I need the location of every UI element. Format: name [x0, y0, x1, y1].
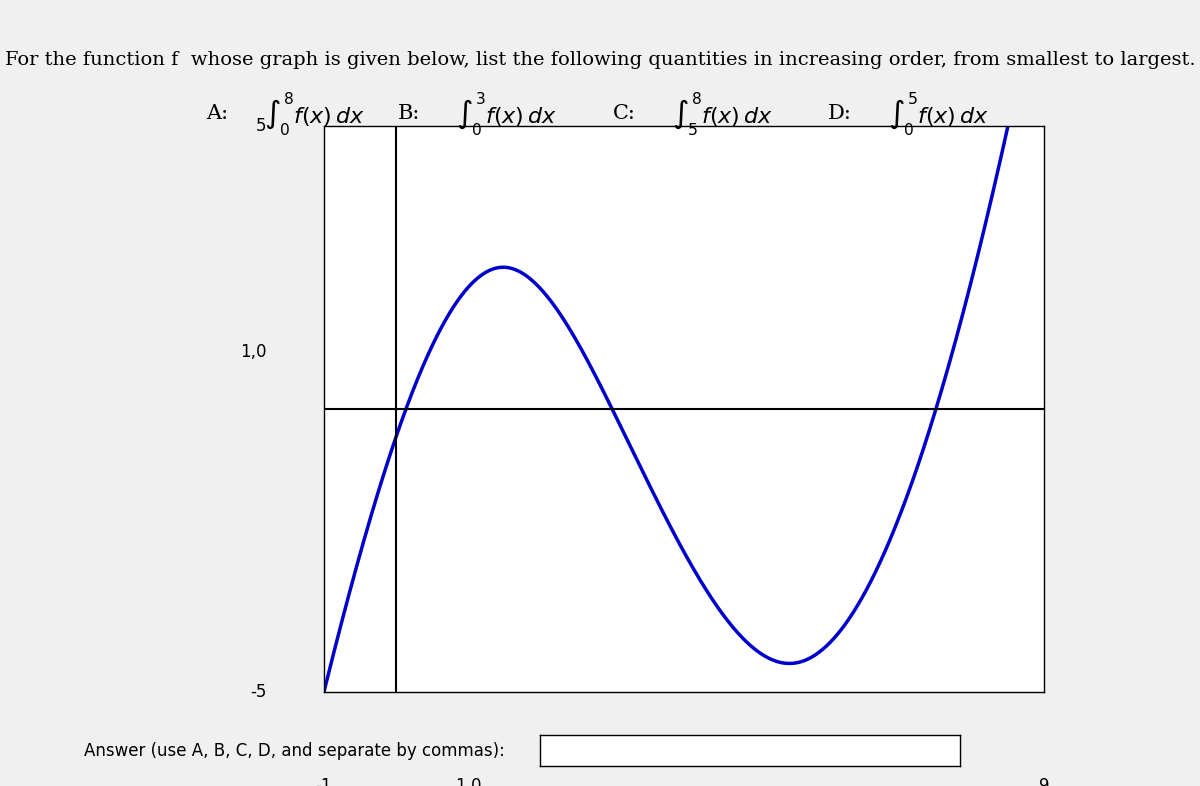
Text: Answer (use A, B, C, D, and separate by commas):: Answer (use A, B, C, D, and separate by …: [84, 742, 505, 759]
Text: B:: B:: [397, 105, 420, 123]
Text: 5: 5: [256, 117, 266, 134]
Text: 1,0: 1,0: [240, 343, 266, 361]
Text: $\int_{5}^{8} f(x)\,dx$: $\int_{5}^{8} f(x)\,dx$: [672, 90, 773, 138]
Text: $\int_{0}^{8} f(x)\,dx$: $\int_{0}^{8} f(x)\,dx$: [264, 90, 365, 138]
Text: D:: D:: [828, 105, 852, 123]
Text: 9: 9: [1039, 777, 1049, 786]
Text: -1: -1: [316, 777, 332, 786]
Text: $\int_{0}^{5} f(x)\,dx$: $\int_{0}^{5} f(x)\,dx$: [888, 90, 989, 138]
Text: -5: -5: [250, 683, 266, 700]
Text: A:: A:: [206, 105, 228, 123]
Text: C:: C:: [613, 105, 636, 123]
Text: 1,0: 1,0: [455, 777, 481, 786]
Text: For the function f  whose graph is given below, list the following quantities in: For the function f whose graph is given …: [5, 51, 1195, 69]
Text: $\int_{0}^{3} f(x)\,dx$: $\int_{0}^{3} f(x)\,dx$: [456, 90, 557, 138]
